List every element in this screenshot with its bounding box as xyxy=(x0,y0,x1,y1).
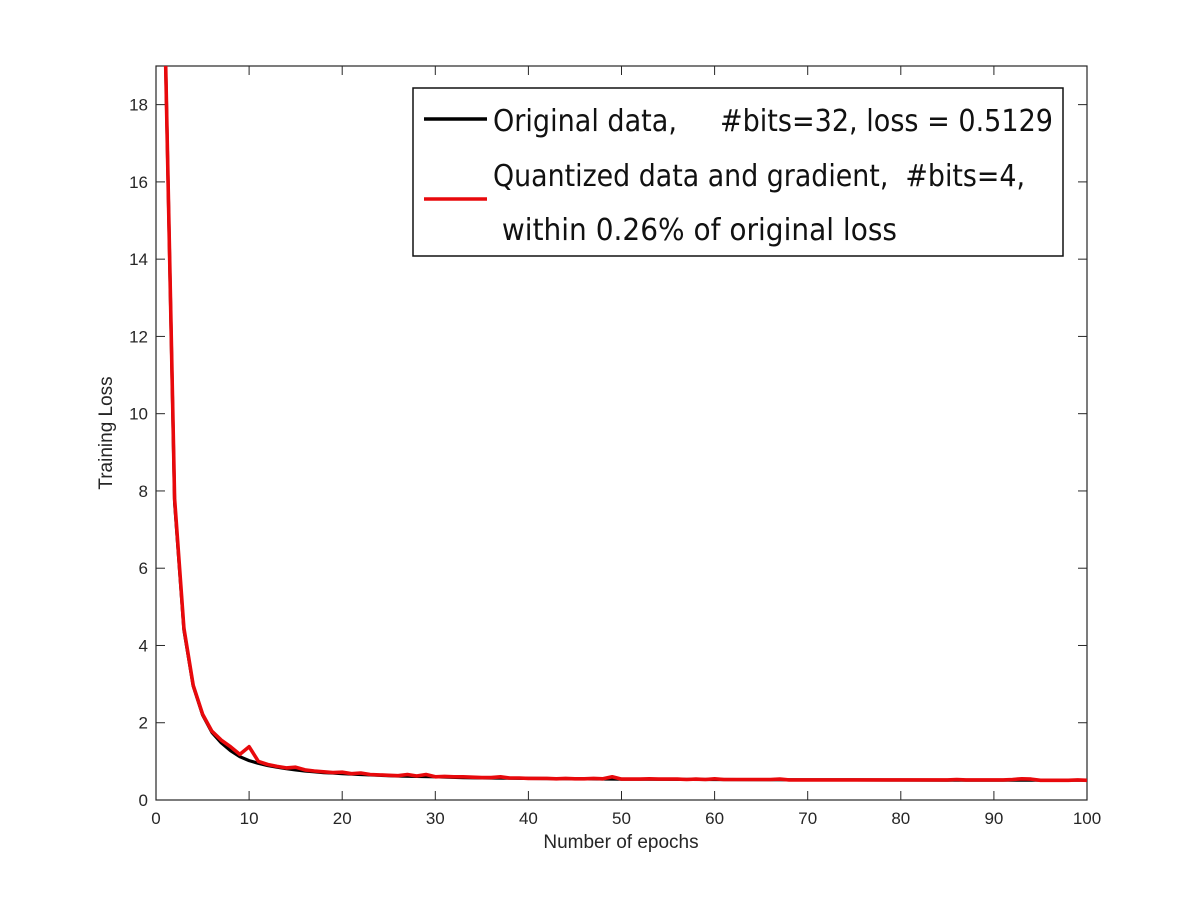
y-tick-label: 12 xyxy=(129,327,148,346)
series-layer xyxy=(163,66,1087,783)
x-tick-label: 70 xyxy=(798,809,817,828)
legend-label-quantized-line1: Quantized data and gradient, #bits=4, xyxy=(493,159,1025,194)
y-tick-label: 2 xyxy=(139,714,148,733)
x-tick-label: 30 xyxy=(426,809,445,828)
x-tick-label: 0 xyxy=(151,809,160,828)
x-tick-label: 100 xyxy=(1073,809,1101,828)
x-axis: 0 10 20 30 40 50 60 70 80 90 100 xyxy=(151,66,1101,828)
series-line-quantized xyxy=(163,66,1087,783)
y-tick-label: 0 xyxy=(139,791,148,810)
y-tick-label: 16 xyxy=(129,173,148,192)
x-tick-label: 80 xyxy=(891,809,910,828)
legend-label-quantized-line2: within 0.26% of original loss xyxy=(493,213,897,248)
x-tick-label: 50 xyxy=(612,809,631,828)
x-tick-label: 20 xyxy=(333,809,352,828)
legend-box xyxy=(412,87,1064,257)
x-tick-label: 10 xyxy=(240,809,259,828)
legend-label-original: Original data, #bits=32, loss = 0.5129 xyxy=(493,104,1053,139)
y-axis-label: Training Loss xyxy=(96,376,117,489)
y-tick-label: 8 xyxy=(139,482,148,501)
plot-area: 0 10 20 30 40 50 60 70 80 90 100 0 2 4 6 8 10 12 14 16 18 xyxy=(129,65,1101,828)
y-axis: 0 2 4 6 8 10 12 14 16 18 xyxy=(129,96,1087,810)
x-tick-label: 60 xyxy=(705,809,724,828)
y-tick-label: 14 xyxy=(129,250,148,269)
y-tick-label: 6 xyxy=(139,559,148,578)
y-tick-label: 10 xyxy=(129,405,148,424)
y-tick-label: 4 xyxy=(139,636,148,655)
y-tick-label: 18 xyxy=(129,96,148,115)
x-axis-label: Number of epochs xyxy=(543,832,698,853)
x-tick-label: 40 xyxy=(519,809,538,828)
x-tick-label: 90 xyxy=(984,809,1003,828)
legend: Original data, #bits=32, loss = 0.5129 Q… xyxy=(412,87,1064,257)
